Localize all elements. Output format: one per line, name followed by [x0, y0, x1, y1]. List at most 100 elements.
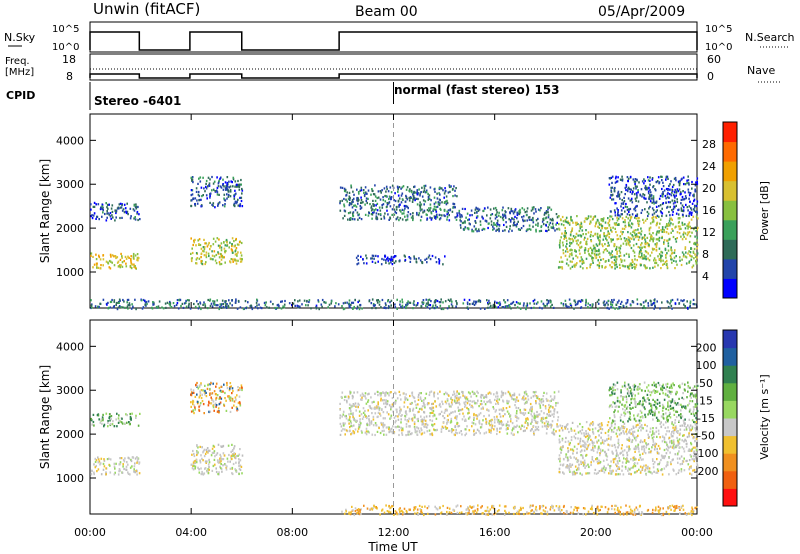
- scatter-cell: [192, 181, 194, 184]
- scatter-cell: [535, 230, 537, 233]
- scatter-cell: [391, 208, 394, 211]
- scatter-cell: [589, 222, 591, 225]
- scatter-cell: [371, 188, 373, 191]
- scatter-cell: [226, 193, 228, 196]
- scatter-cell: [237, 198, 239, 201]
- scatter-cell: [559, 266, 562, 269]
- scatter-cell: [541, 425, 544, 428]
- scatter-cell: [102, 206, 104, 209]
- scatter-cell: [223, 454, 226, 457]
- scatter-cell: [618, 246, 620, 249]
- scatter-cell: [224, 463, 227, 466]
- scatter-cell: [590, 230, 592, 234]
- scatter-cell: [121, 256, 123, 259]
- scatter-cell: [491, 424, 494, 427]
- scatter-cell: [672, 210, 674, 213]
- scatter-cell: [468, 218, 470, 221]
- scatter-cell: [553, 415, 555, 418]
- scatter-cell: [684, 255, 687, 258]
- scatter-cell: [383, 429, 385, 432]
- scatter-cell: [610, 190, 613, 193]
- scatter-cell: [683, 253, 685, 256]
- scatter-cell: [379, 209, 382, 212]
- scatter-cell: [679, 191, 682, 194]
- scatter-cell: [127, 471, 129, 474]
- scatter-cell: [626, 190, 629, 193]
- scatter-cell: [130, 258, 132, 261]
- scatter-cell: [598, 266, 600, 269]
- scatter-cell: [633, 255, 636, 258]
- scatter-cell: [377, 394, 379, 397]
- scatter-cell: [440, 307, 443, 311]
- scatter-cell: [560, 302, 563, 305]
- scatter-cell: [581, 229, 584, 232]
- scatter-cell: [602, 220, 604, 223]
- scatter-cell: [431, 432, 433, 435]
- scatter-cell: [339, 422, 342, 425]
- scatter-cell: [349, 196, 351, 200]
- scatter-cell: [632, 260, 634, 264]
- scatter-cell: [370, 396, 372, 399]
- scatter-cell: [144, 299, 146, 302]
- scatter-cell: [198, 405, 200, 408]
- scatter-cell: [623, 237, 626, 240]
- scatter-cell: [346, 200, 348, 203]
- scatter-cell: [475, 395, 478, 398]
- scatter-cell: [673, 193, 675, 196]
- scatter-cell: [688, 260, 691, 263]
- scatter-cell: [201, 195, 203, 198]
- scatter-cell: [348, 202, 351, 205]
- scatter-cell: [642, 306, 644, 310]
- scatter-cell: [192, 391, 195, 394]
- scatter-cell: [233, 195, 236, 198]
- scatter-cell: [408, 417, 410, 420]
- scatter-cell: [386, 402, 389, 406]
- scatter-cell: [222, 464, 224, 467]
- scatter-cell: [471, 302, 474, 305]
- scatter-cell: [454, 416, 456, 419]
- scatter-cell: [223, 247, 226, 250]
- scatter-cell: [625, 467, 627, 470]
- scatter-cell: [493, 393, 495, 396]
- scatter-cell: [393, 213, 396, 216]
- scatter-cell: [472, 422, 475, 425]
- scatter-cell: [368, 424, 371, 427]
- scatter-cell: [537, 208, 540, 211]
- scatter-cell: [90, 299, 92, 302]
- scatter-cell: [682, 198, 684, 201]
- scatter-cell: [152, 303, 154, 306]
- scatter-cell: [533, 212, 535, 215]
- scatter-cell: [384, 302, 387, 305]
- scatter-cell: [651, 302, 654, 305]
- scatter-cell: [647, 192, 650, 195]
- scatter-cell: [598, 242, 601, 245]
- scatter-cell: [551, 303, 553, 306]
- scatter-cell: [350, 422, 352, 425]
- scatter-cell: [687, 182, 690, 185]
- scatter-cell: [641, 209, 644, 212]
- scatter-cell: [427, 210, 430, 213]
- scatter-cell: [620, 205, 622, 208]
- scatter-cell: [606, 239, 608, 242]
- scatter-cell: [90, 304, 93, 307]
- scatter-cell: [431, 433, 434, 437]
- scatter-cell: [633, 265, 635, 268]
- scatter-cell: [695, 243, 697, 246]
- scatter-cell: [552, 406, 554, 409]
- scatter-cell: [653, 212, 656, 215]
- scatter-cell: [132, 208, 135, 211]
- scatter-cell: [629, 207, 632, 211]
- scatter-cell: [99, 462, 102, 465]
- scatter-cell: [341, 199, 343, 202]
- scatter-cell: [396, 411, 398, 414]
- scatter-cell: [116, 412, 118, 415]
- scatter-cell: [356, 199, 358, 202]
- scatter-cell: [691, 231, 693, 234]
- scatter-cell: [355, 409, 357, 412]
- scatter-cell: [686, 179, 688, 182]
- scatter-cell: [477, 399, 479, 402]
- scatter-cell: [387, 213, 389, 216]
- scatter-cell: [340, 429, 343, 432]
- scatter-cell: [283, 306, 286, 309]
- scatter-cell: [351, 397, 354, 400]
